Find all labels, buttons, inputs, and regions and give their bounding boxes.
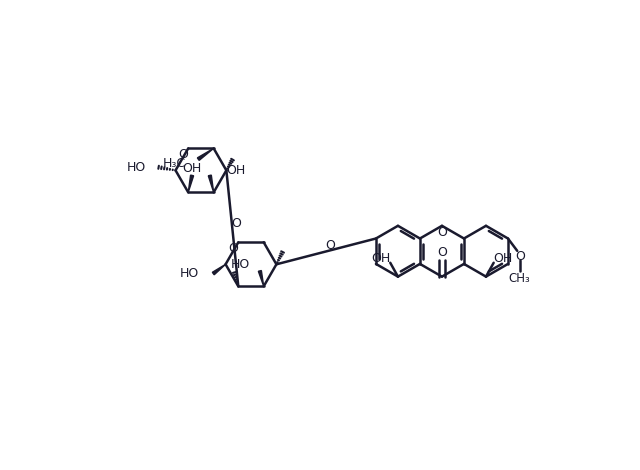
Text: O: O — [228, 242, 238, 255]
Polygon shape — [197, 149, 214, 160]
Text: HO: HO — [230, 258, 250, 271]
Text: OH: OH — [371, 251, 390, 265]
Text: O: O — [231, 217, 241, 230]
Polygon shape — [188, 175, 193, 192]
Text: O: O — [325, 239, 335, 252]
Text: O: O — [178, 148, 188, 161]
Polygon shape — [259, 271, 264, 286]
Text: O: O — [515, 251, 525, 264]
Polygon shape — [212, 264, 225, 275]
Polygon shape — [208, 175, 214, 192]
Text: OH: OH — [182, 162, 202, 175]
Text: H₃C: H₃C — [163, 157, 186, 170]
Text: HO: HO — [127, 161, 147, 174]
Text: HO: HO — [180, 267, 200, 280]
Text: O: O — [437, 246, 447, 259]
Text: CH₃: CH₃ — [508, 272, 530, 285]
Text: OH: OH — [493, 251, 513, 265]
Text: O: O — [437, 226, 447, 239]
Text: OH: OH — [226, 164, 245, 177]
